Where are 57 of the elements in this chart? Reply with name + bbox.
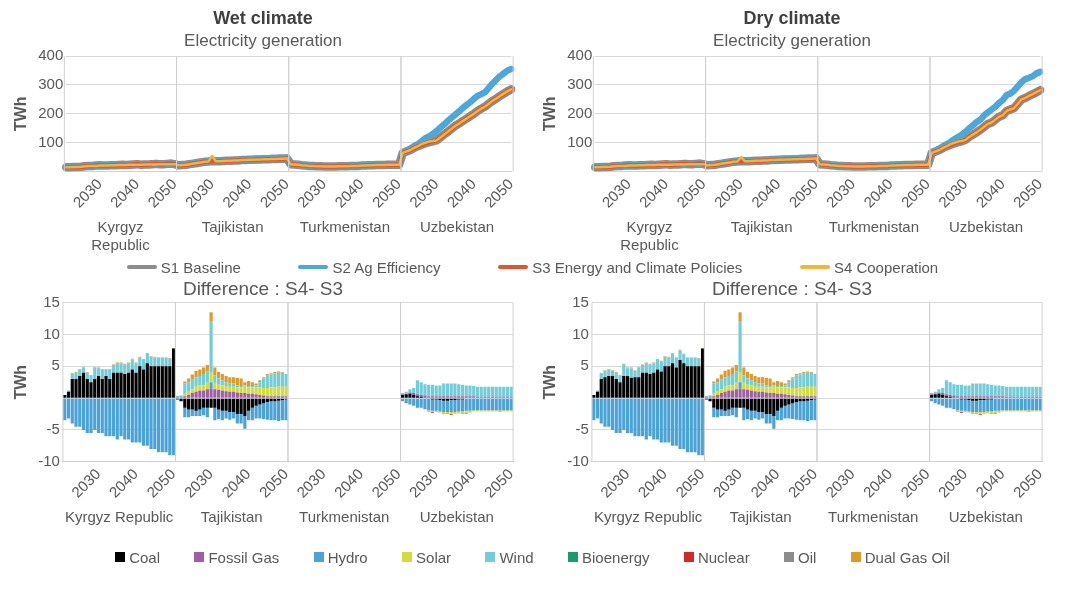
legend-label: S1 Baseline (160, 258, 241, 276)
y-tick-label: 400 (38, 46, 64, 64)
legend-label: Hydro (327, 548, 368, 566)
legend-label: Nuclear (697, 548, 750, 566)
y-tick-label: 15 (43, 292, 60, 310)
chart-title: Difference : S4- S3 (711, 277, 873, 299)
chart-title: Dry climate (743, 7, 841, 28)
y-axis-title: TWh (541, 364, 559, 400)
y-tick-label: 200 (567, 103, 593, 121)
text: Turkmenistan (828, 507, 919, 525)
y-tick-label: -10 (567, 451, 589, 469)
chart-subtitle: Electricity generation (184, 31, 342, 51)
legend-label: Bioenergy (582, 548, 650, 566)
text: Uzbekistan (948, 217, 1024, 235)
y-tick-label: 300 (38, 75, 64, 93)
text: Kyrgyz Republic (593, 507, 703, 525)
y-tick-label: 400 (567, 46, 593, 64)
text: Uzbekistan (419, 507, 494, 525)
y-tick-label: 100 (38, 132, 64, 150)
text: Tajikistan (730, 217, 793, 235)
y-tick-label: 300 (567, 75, 593, 93)
text: Turkmenistan (828, 217, 919, 235)
y-tick-label: -5 (575, 420, 589, 438)
y-tick-label: 15 (572, 292, 589, 310)
y-tick-label: 100 (567, 132, 593, 150)
text: Kyrgyz Republic (64, 507, 174, 525)
y-tick-label: 5 (51, 356, 60, 374)
y-axis-title: TWh (541, 96, 559, 132)
text: Uzbekistan (948, 507, 1023, 525)
legend-label: S4 Cooperation (833, 258, 939, 276)
text: Kyrgyz Republic (620, 217, 680, 253)
y-tick-label: 10 (572, 324, 589, 342)
y-tick-label: -10 (38, 451, 60, 469)
y-tick-label: 10 (43, 324, 60, 342)
text: Tajikistan (201, 217, 264, 235)
text: Kyrgyz Republic (91, 217, 151, 253)
legend-label: Coal (129, 548, 161, 566)
y-tick-label: 5 (580, 356, 589, 374)
legend-label: Solar (416, 548, 452, 566)
chart-title: Difference : S4- S3 (182, 277, 344, 299)
text: Tajikistan (200, 507, 263, 525)
legend-label: Fossil Gas (208, 548, 280, 566)
text: Turkmenistan (299, 217, 390, 235)
y-tick-label: -5 (46, 420, 60, 438)
legend-label: Dual Gas Oil (864, 548, 950, 566)
text: Tajikistan (729, 507, 792, 525)
legend-label: Oil (798, 548, 817, 566)
y-tick-label: 200 (38, 103, 64, 121)
chart-subtitle: Electricity generation (713, 31, 871, 51)
text: Turkmenistan (299, 507, 390, 525)
legend-label: S3 Energy and Climate Policies (532, 258, 743, 276)
legend-label: Wind (499, 548, 534, 566)
text: Uzbekistan (419, 217, 495, 235)
chart-title: Wet climate (213, 7, 313, 28)
y-axis-title: TWh (12, 96, 30, 132)
legend-label: S2 Ag Efficiency (332, 258, 441, 276)
y-axis-title: TWh (12, 364, 30, 400)
